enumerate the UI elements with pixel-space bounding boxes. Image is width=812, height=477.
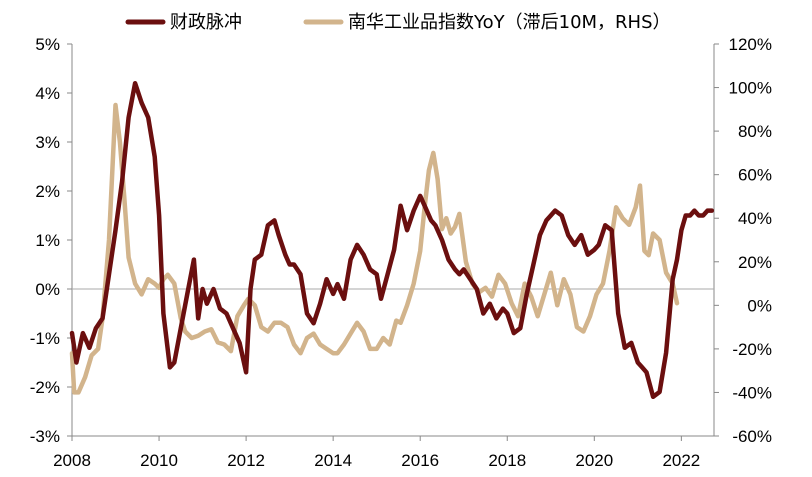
left-tick-label: -2%: [30, 378, 60, 397]
left-tick-label: -1%: [30, 329, 60, 348]
left-tick-label: 2%: [35, 182, 60, 201]
series-group: [69, 80, 715, 400]
legend-label-fiscal-impulse: 财政脉冲: [170, 12, 242, 33]
right-tick-label: 120%: [729, 35, 772, 54]
right-tick-label: 100%: [729, 79, 772, 98]
left-tick-label: -3%: [30, 427, 60, 446]
right-tick-label: 0%: [747, 296, 772, 315]
x-tick-label: 2014: [314, 451, 352, 470]
x-tick-label: 2012: [227, 451, 265, 470]
x-tick-label: 2022: [662, 451, 700, 470]
right-tick-label: 80%: [738, 122, 772, 141]
legend-label-nanhua-index: 南华工业品指数YoY（滞后10M，RHS）: [348, 12, 671, 33]
left-tick-label: 1%: [35, 231, 60, 250]
right-tick-label: -20%: [732, 340, 772, 359]
left-axis-ticks: 5% 4% 3% 2% 1% 0% -1% -2% -3%: [30, 35, 72, 446]
x-tick-label: 2016: [401, 451, 439, 470]
x-axis-ticks: 2008 2010 2012 2014 2016 2018 2020 2022: [53, 436, 700, 470]
right-tick-label: -40%: [732, 383, 772, 402]
right-tick-label: -60%: [732, 427, 772, 446]
axes: [71, 44, 715, 437]
x-tick-label: 2020: [575, 451, 613, 470]
left-tick-label: 0%: [35, 280, 60, 299]
x-tick-label: 2018: [488, 451, 526, 470]
x-tick-label: 2010: [140, 451, 178, 470]
right-tick-label: 60%: [738, 166, 772, 185]
left-tick-label: 4%: [35, 84, 60, 103]
left-tick-label: 3%: [35, 133, 60, 152]
series-line-fiscal-impulse: [69, 80, 715, 400]
right-axis-ticks: 120% 100% 80% 60% 40% 20% 0% -20% -40% -60%: [714, 35, 772, 446]
right-tick-label: 40%: [738, 209, 772, 228]
legend: 财政脉冲 南华工业品指数YoY（滞后10M，RHS）: [125, 12, 671, 33]
left-tick-label: 5%: [35, 35, 60, 54]
x-tick-label: 2008: [53, 451, 91, 470]
right-tick-label: 20%: [738, 253, 772, 272]
